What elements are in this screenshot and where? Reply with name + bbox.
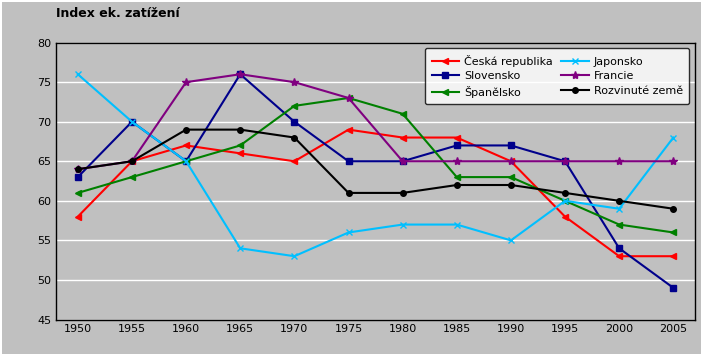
Česká republika: [290, 159, 298, 163]
Japonsko: [290, 254, 298, 258]
Japonsko: [344, 230, 352, 235]
Francie: [290, 80, 298, 84]
Francie: [399, 159, 407, 163]
Line: Rozvinuté země: Rozvinuté země: [75, 127, 676, 212]
Česká republika: [399, 135, 407, 140]
Rozvinuté země: [344, 191, 352, 195]
Francie: [669, 159, 677, 163]
Rozvinuté země: [290, 135, 298, 140]
Česká republika: [182, 143, 190, 148]
Slovensko: [344, 159, 352, 163]
Slovensko: [399, 159, 407, 163]
Česká republika: [615, 254, 623, 258]
Rozvinuté země: [399, 191, 407, 195]
Francie: [344, 96, 352, 100]
Francie: [128, 159, 136, 163]
Rozvinuté země: [615, 199, 623, 203]
Francie: [507, 159, 515, 163]
Slovensko: [507, 143, 515, 148]
Španělsko: [182, 159, 190, 163]
Slovensko: [561, 159, 569, 163]
Španělsko: [669, 230, 677, 235]
Rozvinuté země: [453, 183, 461, 187]
Line: Španělsko: Španělsko: [74, 94, 677, 236]
Japonsko: [669, 135, 677, 140]
Francie: [182, 80, 190, 84]
Japonsko: [399, 223, 407, 227]
Japonsko: [236, 246, 244, 250]
Slovensko: [128, 120, 136, 124]
Španělsko: [290, 104, 298, 108]
Česká republika: [669, 254, 677, 258]
Česká republika: [453, 135, 461, 140]
Rozvinuté země: [236, 127, 244, 132]
Francie: [615, 159, 623, 163]
Slovensko: [615, 246, 623, 250]
Španělsko: [615, 223, 623, 227]
Rozvinuté země: [74, 167, 82, 171]
Rozvinuté země: [561, 191, 569, 195]
Španělsko: [74, 191, 82, 195]
Line: Česká republika: Česká republika: [74, 126, 677, 260]
Slovensko: [236, 72, 244, 76]
Španělsko: [561, 199, 569, 203]
Česká republika: [507, 159, 515, 163]
Česká republika: [344, 127, 352, 132]
Rozvinuté země: [669, 207, 677, 211]
Japonsko: [453, 223, 461, 227]
Slovensko: [453, 143, 461, 148]
Japonsko: [615, 207, 623, 211]
Japonsko: [74, 72, 82, 76]
Rozvinuté země: [128, 159, 136, 163]
Slovensko: [74, 175, 82, 179]
Slovensko: [290, 120, 298, 124]
Španělsko: [399, 112, 407, 116]
Česká republika: [128, 159, 136, 163]
Španělsko: [507, 175, 515, 179]
Japonsko: [128, 120, 136, 124]
Francie: [453, 159, 461, 163]
Line: Japonsko: Japonsko: [74, 71, 677, 260]
Francie: [74, 167, 82, 171]
Line: Francie: Francie: [74, 70, 677, 173]
Rozvinuté země: [182, 127, 190, 132]
Japonsko: [182, 159, 190, 163]
Česká republika: [236, 151, 244, 155]
Text: Index ek. zatížení: Index ek. zatížení: [56, 7, 180, 21]
Legend: Česká republika, Slovensko, Španělsko, Japonsko, Francie, Rozvinuté země: Česká republika, Slovensko, Španělsko, J…: [425, 48, 689, 104]
Španělsko: [128, 175, 136, 179]
Česká republika: [74, 214, 82, 219]
Slovensko: [182, 159, 190, 163]
Francie: [561, 159, 569, 163]
Rozvinuté země: [507, 183, 515, 187]
Slovensko: [669, 286, 677, 290]
Francie: [236, 72, 244, 76]
Česká republika: [561, 214, 569, 219]
Španělsko: [236, 143, 244, 148]
Španělsko: [344, 96, 352, 100]
Japonsko: [507, 238, 515, 242]
Španělsko: [453, 175, 461, 179]
Line: Slovensko: Slovensko: [74, 71, 677, 291]
Japonsko: [561, 199, 569, 203]
